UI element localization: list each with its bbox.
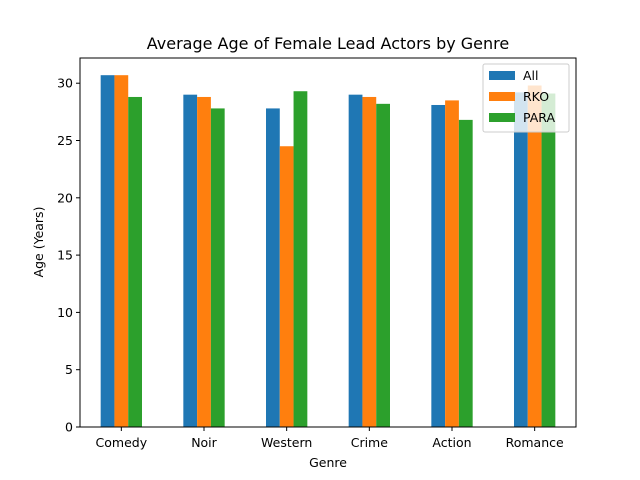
bar-rko-western bbox=[279, 146, 294, 427]
bar-all-action bbox=[431, 104, 446, 428]
bar-all-noir bbox=[183, 94, 198, 427]
bar-all-romance bbox=[514, 92, 528, 428]
bar-rko-romance bbox=[527, 85, 542, 427]
legend: All RKO PARA bbox=[482, 63, 570, 133]
x-tick-label-action: Action bbox=[432, 435, 471, 450]
bar-rko-noir bbox=[197, 96, 211, 427]
bar-para-action bbox=[458, 119, 473, 427]
legend-label-all: All bbox=[523, 68, 539, 83]
bar-para-comedy bbox=[128, 96, 142, 427]
bar-all-western bbox=[266, 108, 280, 427]
legend-swatch-rko bbox=[489, 92, 515, 101]
x-tick-label-noir: Noir bbox=[191, 435, 217, 450]
legend-label-rko: RKO bbox=[523, 89, 549, 104]
bar-para-noir bbox=[210, 108, 225, 427]
chart-title: Average Age of Female Lead Actors by Gen… bbox=[147, 34, 509, 53]
bar-para-romance bbox=[541, 93, 556, 427]
bar-rko-action bbox=[445, 100, 459, 427]
bars-layer bbox=[100, 75, 556, 428]
y-tick-label: 30 bbox=[57, 76, 73, 91]
y-tick-label: 0 bbox=[65, 420, 73, 435]
bar-rko-crime bbox=[362, 96, 377, 427]
y-tick-label: 25 bbox=[57, 133, 73, 148]
bar-para-crime bbox=[376, 103, 390, 428]
y-tick-label: 20 bbox=[57, 190, 73, 205]
x-tick-label-comedy: Comedy bbox=[96, 435, 148, 450]
bar-all-crime bbox=[348, 94, 363, 427]
legend-label-para: PARA bbox=[523, 110, 555, 125]
bar-para-western bbox=[293, 91, 308, 428]
x-tick-label-western: Western bbox=[261, 435, 312, 450]
bar-rko-comedy bbox=[114, 75, 129, 427]
y-tick-label: 10 bbox=[57, 305, 73, 320]
x-tick-label-romance: Romance bbox=[506, 435, 564, 450]
bar-all-comedy bbox=[100, 75, 115, 427]
legend-swatch-all bbox=[489, 71, 515, 80]
x-tick-label-crime: Crime bbox=[351, 435, 389, 450]
x-axis-label: Genre bbox=[309, 455, 347, 470]
legend-swatch-para bbox=[489, 113, 515, 122]
y-tick-label: 15 bbox=[57, 248, 73, 263]
y-axis-label: Age (Years) bbox=[31, 207, 46, 278]
axes-layer: 0 5 10 15 20 25 30 Comedy Noir Western Crime Action… bbox=[57, 57, 577, 450]
y-tick-label: 5 bbox=[65, 362, 73, 377]
plot-frame bbox=[79, 57, 577, 428]
